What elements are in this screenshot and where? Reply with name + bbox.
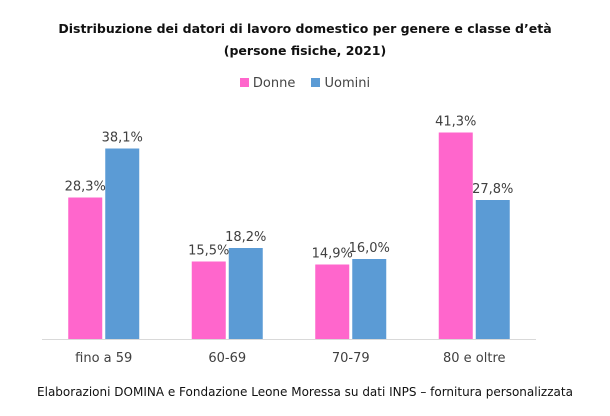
bar-donne-3 bbox=[438, 132, 473, 339]
x-tick-label-0: fino a 59 bbox=[75, 351, 132, 366]
bar-donne-0 bbox=[68, 197, 103, 339]
bar-uomini-2 bbox=[352, 259, 387, 339]
data-label-donne-1: 15,5% bbox=[188, 244, 229, 259]
data-label-donne-0: 28,3% bbox=[65, 180, 106, 195]
legend-item-uomini: Uomini bbox=[311, 76, 370, 91]
data-label-donne-2: 14,9% bbox=[312, 247, 353, 262]
x-tick-label-2: 70-79 bbox=[332, 351, 370, 366]
chart-subtitle: (persone fisiche, 2021) bbox=[223, 43, 387, 58]
bar-donne-2 bbox=[315, 264, 350, 339]
source-note: Elaborazioni DOMINA e Fondazione Leone M… bbox=[37, 385, 573, 399]
x-tick-label-3: 80 e oltre bbox=[443, 351, 506, 366]
legend-label-donne: Donne bbox=[252, 76, 296, 91]
legend-swatch-donne bbox=[239, 78, 249, 87]
data-label-uomini-3: 27,8% bbox=[472, 182, 513, 197]
data-label-uomini-1: 18,2% bbox=[225, 230, 266, 245]
chart-title: Distribuzione dei datori di lavoro domes… bbox=[58, 21, 552, 36]
bar-donne-1 bbox=[191, 261, 226, 339]
legend-swatch-uomini bbox=[311, 78, 321, 87]
data-label-donne-3: 41,3% bbox=[435, 115, 476, 130]
bar-uomini-0 bbox=[105, 148, 140, 339]
bar-uomini-3 bbox=[475, 200, 510, 339]
data-label-uomini-0: 38,1% bbox=[102, 131, 143, 146]
legend-label-uomini: Uomini bbox=[324, 76, 371, 91]
legend: Donne Uomini bbox=[0, 76, 610, 91]
legend-item-donne: Donne bbox=[239, 76, 296, 91]
x-tick-label-1: 60-69 bbox=[208, 351, 246, 366]
bar-uomini-1 bbox=[228, 248, 263, 339]
data-label-uomini-2: 16,0% bbox=[349, 241, 390, 256]
